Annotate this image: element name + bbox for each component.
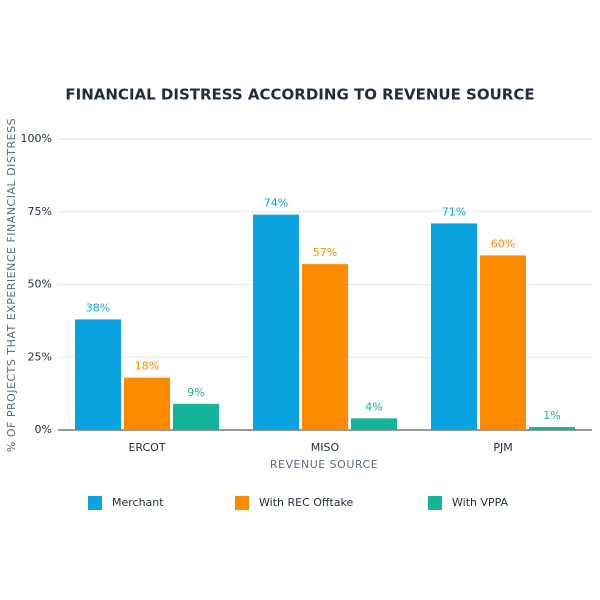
value-label: 38% (86, 301, 110, 314)
bar (480, 255, 526, 430)
legend-swatch (88, 496, 102, 510)
bar (431, 223, 477, 430)
y-axis-title: % OF PROJECTS THAT EXPERIENCE FINANCIAL … (5, 118, 18, 452)
legend-label: Merchant (112, 496, 164, 509)
bar (351, 418, 397, 430)
x-axis-title: REVENUE SOURCE (270, 458, 378, 471)
legend-swatch (428, 496, 442, 510)
y-tick-label: 25% (28, 350, 52, 363)
bar (302, 264, 348, 430)
value-label: 4% (365, 400, 382, 413)
legend-swatch (235, 496, 249, 510)
y-tick-label: 75% (28, 205, 52, 218)
x-tick-label: ERCOT (128, 441, 165, 454)
legend-label: With REC Offtake (259, 496, 354, 509)
value-label: 18% (135, 360, 159, 373)
bar (124, 377, 170, 430)
x-tick-label: MISO (311, 441, 340, 454)
bar (529, 427, 575, 430)
value-label: 60% (491, 237, 515, 250)
value-label: 71% (442, 205, 466, 218)
bar (253, 214, 299, 430)
legend-label: With VPPA (452, 496, 509, 509)
x-tick-label: PJM (493, 441, 512, 454)
value-label: 74% (264, 197, 288, 210)
bar (173, 403, 219, 430)
value-label: 57% (313, 246, 337, 259)
bar (75, 319, 121, 430)
value-label: 9% (187, 386, 204, 399)
value-label: 1% (543, 409, 560, 422)
y-tick-label: 100% (21, 132, 52, 145)
y-tick-label: 50% (28, 278, 52, 291)
chart-title: FINANCIAL DISTRESS ACCORDING TO REVENUE … (65, 86, 534, 104)
y-tick-label: 0% (35, 423, 52, 436)
